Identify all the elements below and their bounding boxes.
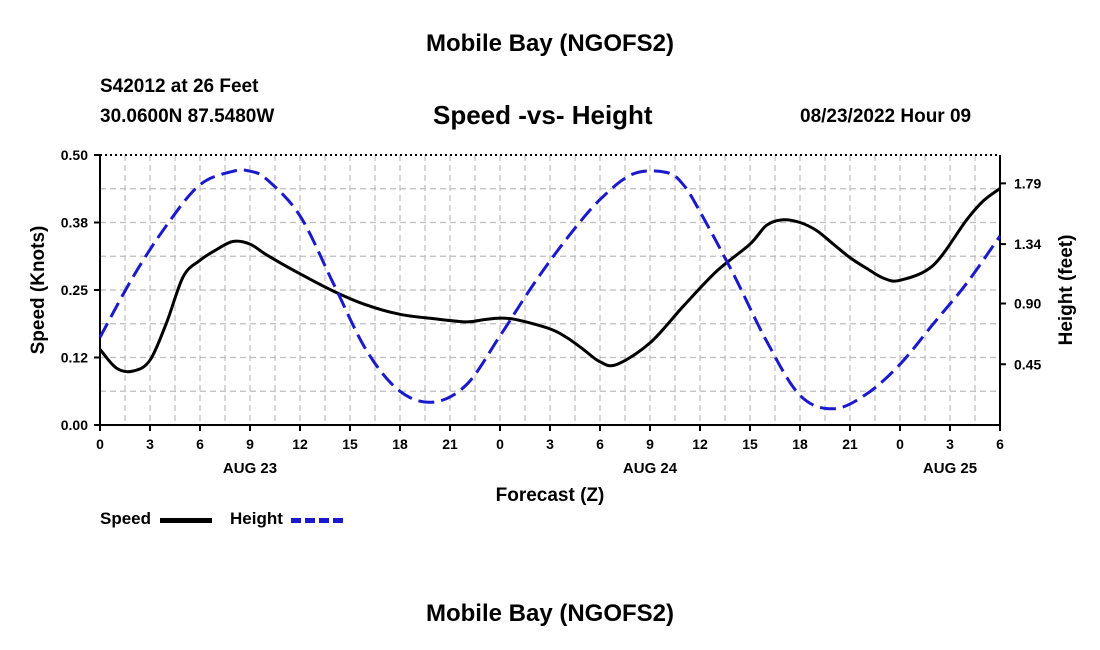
y-right-tick-label: 1.79 bbox=[1014, 175, 1041, 191]
series-line-height bbox=[98, 168, 1002, 411]
y-left-tick-label: 0.50 bbox=[61, 147, 88, 163]
series bbox=[98, 168, 1002, 411]
x-tick-label: 0 bbox=[496, 436, 504, 452]
x-tick-label: 18 bbox=[392, 436, 408, 452]
legend-height-label: Height bbox=[230, 509, 283, 528]
y-left-tick-label: 0.38 bbox=[61, 215, 88, 231]
x-date-label: AUG 24 bbox=[623, 460, 678, 477]
x-tick-label: 3 bbox=[946, 436, 954, 452]
y-right-tick-label: 1.34 bbox=[1014, 236, 1041, 252]
y-left-tick-label: 0.12 bbox=[61, 350, 88, 366]
x-tick-label: 0 bbox=[896, 436, 904, 452]
x-axis-title: Forecast (Z) bbox=[496, 485, 605, 506]
legend-height-swatch bbox=[291, 518, 343, 523]
y-right-tick-label: 0.45 bbox=[1014, 356, 1041, 372]
x-tick-label: 9 bbox=[646, 436, 654, 452]
x-date-label: AUG 25 bbox=[923, 460, 977, 477]
axes bbox=[94, 154, 1006, 431]
x-tick-label: 9 bbox=[246, 436, 254, 452]
x-tick-label: 12 bbox=[692, 436, 708, 452]
chart-subtitle: Speed -vs- Height bbox=[433, 100, 653, 130]
footer-title: Mobile Bay (NGOFS2) bbox=[425, 600, 675, 627]
coordinates-label: 30.0600N 87.5480W bbox=[100, 106, 275, 127]
chart-title: Mobile Bay (NGOFS2) bbox=[425, 30, 675, 57]
y-right-axis-title: Height (feet) bbox=[1056, 235, 1077, 346]
y-left-axis-title: Speed (Knots) bbox=[28, 226, 49, 355]
axis-labels: 0 3 6 9 12 15 18 21 0 3 6 9 12 15 18 21 0 3 6 AUG 23 AUG 24 A… bbox=[28, 147, 1077, 506]
series-line-speed bbox=[98, 187, 1001, 374]
datetime-label: 08/23/2022 Hour 09 bbox=[800, 106, 972, 127]
station-label: S42012 at 26 Feet bbox=[100, 76, 259, 97]
x-tick-label: 6 bbox=[996, 436, 1004, 452]
y-right-tick-label: 0.90 bbox=[1014, 296, 1041, 312]
x-tick-label: 12 bbox=[292, 436, 308, 452]
x-date-label: AUG 23 bbox=[223, 460, 277, 477]
x-tick-label: 6 bbox=[196, 436, 204, 452]
y-left-tick-label: 0.25 bbox=[61, 282, 88, 298]
grid bbox=[100, 155, 1000, 425]
x-tick-label: 18 bbox=[792, 436, 808, 452]
x-tick-label: 15 bbox=[742, 436, 758, 452]
legend-speed-label: Speed bbox=[100, 509, 152, 528]
legend-speed-swatch bbox=[160, 518, 212, 523]
x-tick-label: 15 bbox=[342, 436, 358, 452]
x-tick-label: 21 bbox=[842, 436, 858, 452]
x-tick-label: 3 bbox=[546, 436, 554, 452]
x-tick-label: 0 bbox=[96, 436, 104, 452]
x-tick-label: 6 bbox=[596, 436, 604, 452]
y-left-tick-label: 0.00 bbox=[61, 417, 88, 433]
x-tick-label: 21 bbox=[442, 436, 458, 452]
x-tick-label: 3 bbox=[146, 436, 154, 452]
